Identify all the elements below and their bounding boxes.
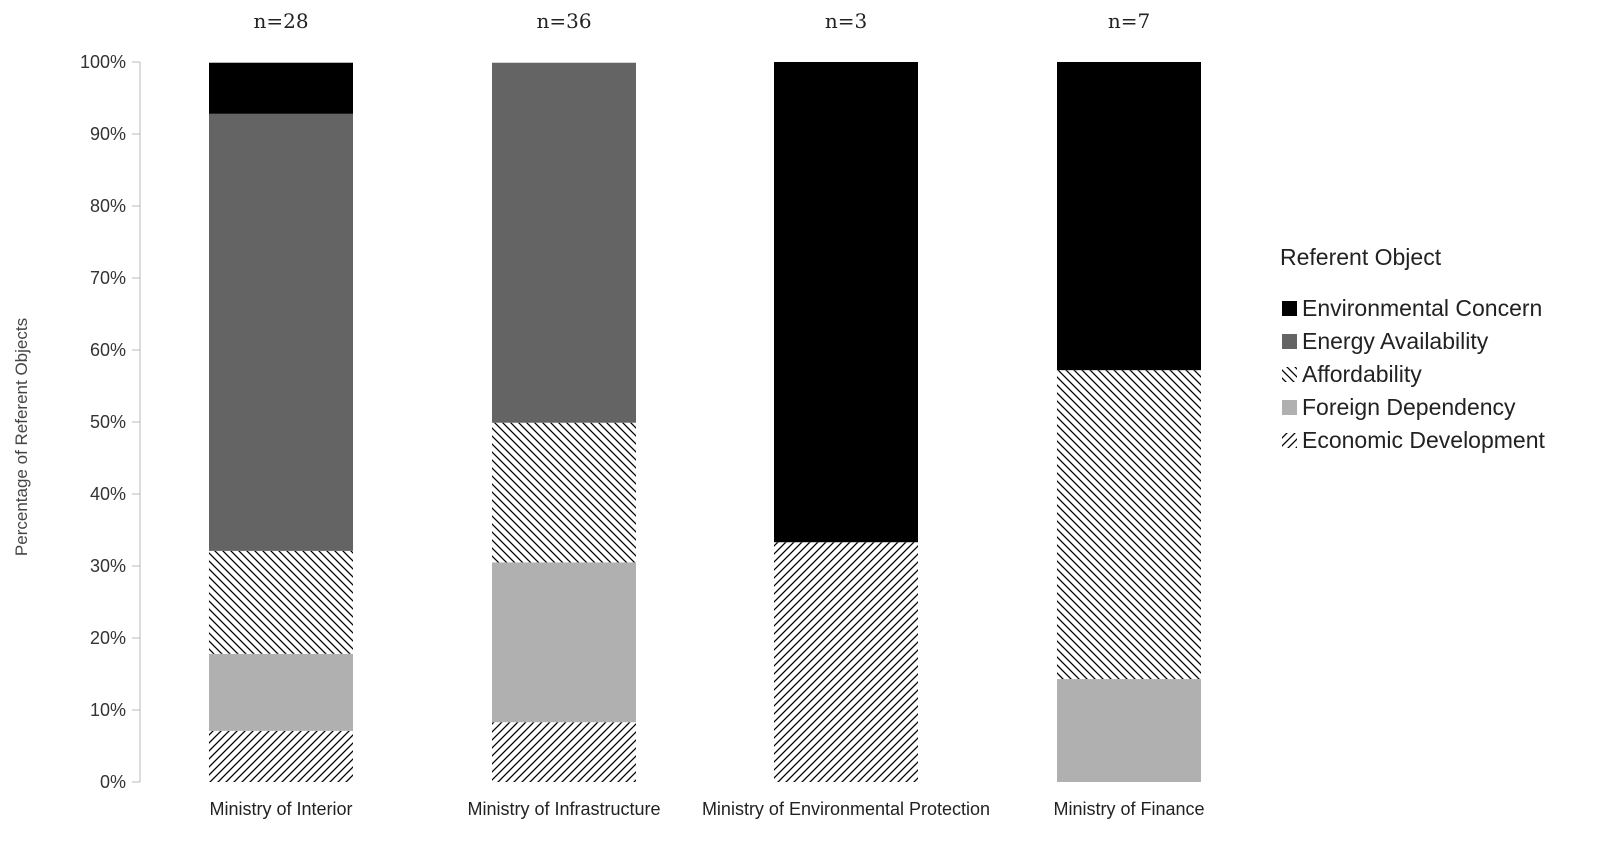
y-axis-title: Percentage of Referent Objects	[12, 318, 31, 556]
sample-size-labels: n=28 n=36 n=3 n=7	[253, 9, 1150, 33]
y-tick-label: 30%	[90, 556, 126, 576]
y-tick-label: 80%	[90, 196, 126, 216]
bar-segment-affordability	[209, 550, 353, 654]
legend-title: Referent Object	[1280, 244, 1442, 270]
y-tick-label: 100%	[80, 52, 126, 72]
legend-label-environmental-concern: Environmental Concern	[1302, 295, 1542, 321]
legend-label-affordability: Affordability	[1302, 361, 1422, 387]
category-labels: Ministry of Interior Ministry of Infrastr…	[209, 799, 1204, 819]
legend-label-energy-availability: Energy Availability	[1302, 328, 1489, 354]
bar-segment-foreign-dependency	[1057, 679, 1201, 782]
legend-swatch-foreign-dependency	[1282, 400, 1297, 415]
legend-swatch-energy-availability	[1282, 334, 1297, 349]
bar-segment-economic-development	[492, 722, 636, 782]
bar-segment-environmental-concern	[774, 62, 918, 543]
y-tick-label: 0%	[100, 772, 126, 792]
bar-segment-environmental-concern	[209, 62, 353, 114]
y-tick-label: 90%	[90, 124, 126, 144]
legend-label-foreign-dependency: Foreign Dependency	[1302, 394, 1516, 420]
bar-segment-economic-development	[209, 730, 353, 782]
sample-size-label: n=28	[253, 9, 308, 33]
x-category-label: Ministry of Finance	[1053, 799, 1204, 819]
y-tick-label: 20%	[90, 628, 126, 648]
legend-swatch-affordability	[1282, 367, 1297, 382]
legend-swatch-economic-development	[1282, 433, 1297, 448]
bar-segment-energy-availability	[209, 113, 353, 551]
x-category-label: Ministry of Environmental Protection	[702, 799, 990, 819]
legend-swatch-environmental-concern	[1282, 301, 1297, 316]
y-tick-label: 60%	[90, 340, 126, 360]
legend: Referent Object Environmental Concern Ener…	[1280, 244, 1546, 453]
sample-size-label: n=7	[1108, 9, 1150, 33]
y-tick-label: 10%	[90, 700, 126, 720]
y-tick-label: 40%	[90, 484, 126, 504]
bar-segment-energy-availability	[492, 62, 636, 423]
bar-segment-foreign-dependency	[209, 653, 353, 731]
x-category-label: Ministry of Interior	[209, 799, 352, 819]
bars	[209, 62, 1201, 782]
bar-segment-foreign-dependency	[492, 562, 636, 723]
sample-size-label: n=3	[825, 9, 867, 33]
bar-segment-economic-development	[774, 542, 918, 782]
x-category-label: Ministry of Infrastructure	[467, 799, 660, 819]
y-tick-label: 50%	[90, 412, 126, 432]
sample-size-label: n=36	[536, 9, 591, 33]
legend-label-economic-development: Economic Development	[1302, 427, 1546, 453]
bar-segment-environmental-concern	[1057, 62, 1201, 371]
bar-segment-affordability	[492, 422, 636, 563]
y-tick-label: 70%	[90, 268, 126, 288]
bar-segment-affordability	[1057, 370, 1201, 680]
y-axis: 0% 10% 20% 30% 40% 50% 60% 70% 80% 90% 100%	[80, 52, 141, 792]
